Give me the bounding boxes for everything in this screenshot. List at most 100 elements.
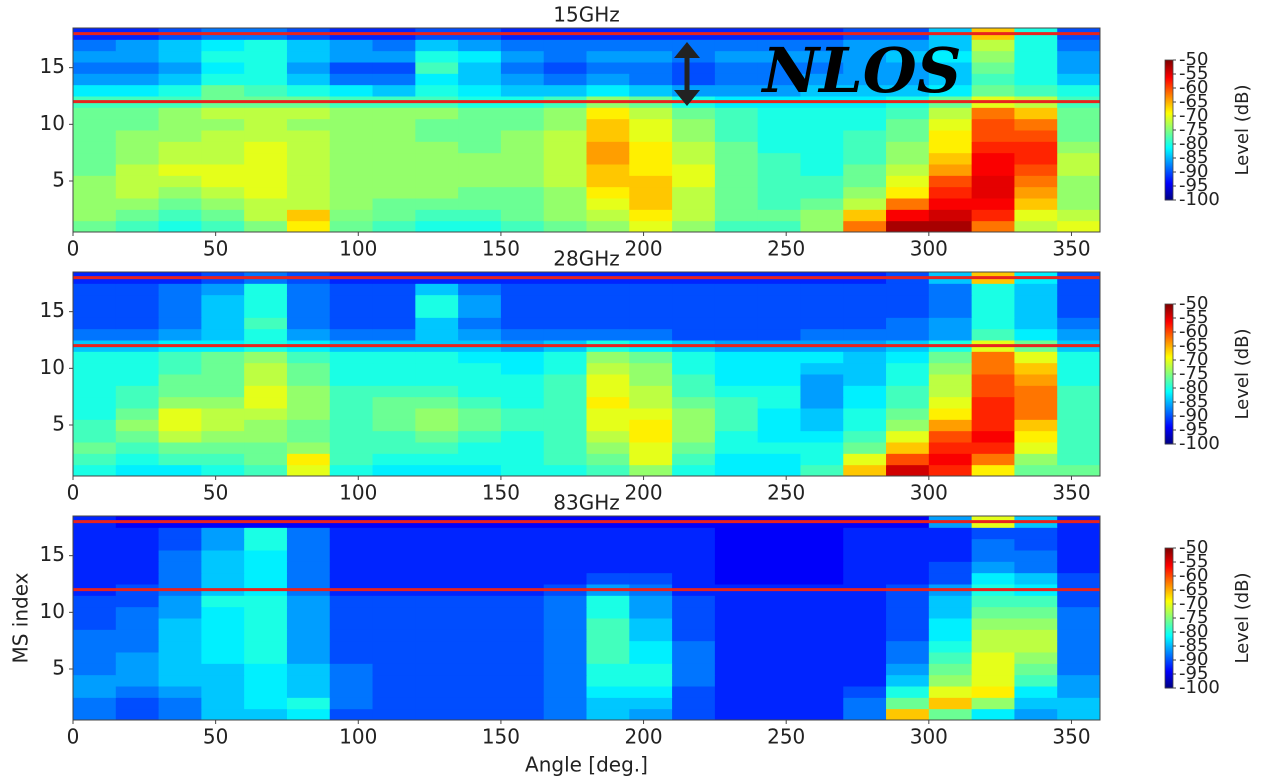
colorbar-tick-label: -50 <box>1179 537 1208 558</box>
heatmap-cell <box>971 674 1015 687</box>
heatmap-cell <box>500 294 545 307</box>
heatmap-cell <box>629 652 673 664</box>
heatmap-cell <box>843 430 887 443</box>
heatmap-cell <box>714 62 759 74</box>
heatmap-cell <box>286 328 331 341</box>
heatmap-cell <box>372 39 416 52</box>
colorbar-step <box>1165 626 1173 629</box>
heatmap-cell <box>543 408 587 420</box>
heatmap-cell <box>244 618 288 630</box>
heatmap-cell <box>201 362 245 375</box>
heatmap-cell <box>586 164 630 176</box>
heatmap-cell <box>886 595 930 608</box>
heatmap-cell <box>458 550 502 562</box>
heatmap-cell <box>329 606 374 619</box>
heatmap-cell <box>286 198 331 210</box>
heatmap-cell <box>886 209 930 222</box>
heatmap-cell <box>1014 697 1058 710</box>
heatmap-cell <box>500 118 545 131</box>
heatmap-cell <box>1057 362 1101 375</box>
heatmap-cell <box>886 164 930 176</box>
colorbar-tick-label: -75 <box>1179 607 1208 628</box>
heatmap-cell <box>158 118 202 131</box>
x-tick-label: 250 <box>767 237 805 261</box>
heatmap-cell <box>629 130 673 142</box>
colorbar-step <box>1165 374 1173 377</box>
heatmap-cell <box>629 62 673 74</box>
heatmap-cell <box>543 283 587 296</box>
x-tick-label: 300 <box>910 481 948 505</box>
heatmap-cell <box>800 464 844 477</box>
heatmap-cell <box>372 606 416 619</box>
heatmap-cell <box>714 629 759 642</box>
heatmap-cell <box>757 606 801 619</box>
heatmap-cell <box>500 351 545 364</box>
heatmap-cell <box>672 595 716 608</box>
heatmap-cell <box>1014 317 1058 330</box>
heatmap-cell <box>843 175 887 188</box>
heatmap-cell <box>971 572 1015 585</box>
heatmap-cell <box>244 175 288 188</box>
heatmap-cell <box>415 306 459 318</box>
heatmap-cell <box>1057 62 1101 74</box>
heatmap-cell <box>286 164 331 176</box>
annotation: NLOS <box>760 34 961 107</box>
colorbar-step <box>1165 618 1173 621</box>
heatmap-cell <box>372 453 416 466</box>
heatmap-cell <box>1057 385 1101 398</box>
heatmap-cell <box>757 374 801 386</box>
heatmap-cell <box>73 527 117 540</box>
heatmap-cell <box>73 385 117 398</box>
heatmap-cell <box>244 209 288 222</box>
heatmap-cell <box>843 351 887 364</box>
colorbar-step <box>1165 410 1173 413</box>
colorbar-step <box>1165 304 1173 307</box>
heatmap-cell <box>928 640 973 653</box>
heatmap-cell <box>672 527 716 540</box>
heatmap-cell <box>1057 118 1101 131</box>
heatmap-cell <box>971 374 1015 386</box>
heatmap-cell <box>800 652 844 664</box>
heatmap-cell <box>886 464 930 477</box>
heatmap-cell <box>928 351 973 364</box>
heatmap-cell <box>73 708 117 721</box>
heatmap-cell <box>458 118 502 131</box>
colorbar-step <box>1165 582 1173 585</box>
heatmap-cell <box>158 107 202 120</box>
heatmap-cell <box>244 84 288 97</box>
heatmap-cell <box>1057 209 1101 222</box>
heatmap-cell <box>201 374 245 386</box>
x-tick-label: 100 <box>339 725 377 749</box>
heatmap-cell <box>415 50 459 63</box>
y-tick-label: 15 <box>40 298 65 322</box>
heatmap-cell <box>629 141 673 154</box>
heatmap-cell <box>158 419 202 432</box>
x-tick-label: 300 <box>910 237 948 261</box>
heatmap-cell <box>714 663 759 676</box>
heatmap-cell <box>1014 453 1058 466</box>
heatmap-cell <box>886 527 930 540</box>
heatmap-cell <box>543 294 587 307</box>
heatmap-cell <box>714 538 759 551</box>
colorbar-tick-label: -80 <box>1179 377 1208 398</box>
heatmap-cell <box>629 442 673 454</box>
heatmap-cell <box>286 561 331 574</box>
heatmap-cell <box>1057 572 1101 585</box>
heatmap-cell <box>458 697 502 710</box>
heatmap-cell <box>115 107 160 120</box>
heatmap-cell <box>843 663 887 676</box>
heatmap-cell <box>372 640 416 653</box>
heatmap-cell <box>672 164 716 176</box>
heatmap-cell <box>286 175 331 188</box>
heatmap-cell <box>928 62 973 74</box>
heatmap-cell <box>329 550 374 562</box>
heatmap-cell <box>928 527 973 540</box>
heatmap-cell <box>158 572 202 585</box>
heatmap-cell <box>415 408 459 420</box>
colorbar-step <box>1165 568 1173 571</box>
heatmap-cell <box>201 39 245 52</box>
heatmap-cell <box>372 294 416 307</box>
heatmap-cell <box>1057 652 1101 664</box>
heatmap-cell <box>1057 164 1101 176</box>
heatmap-cell <box>500 708 545 721</box>
